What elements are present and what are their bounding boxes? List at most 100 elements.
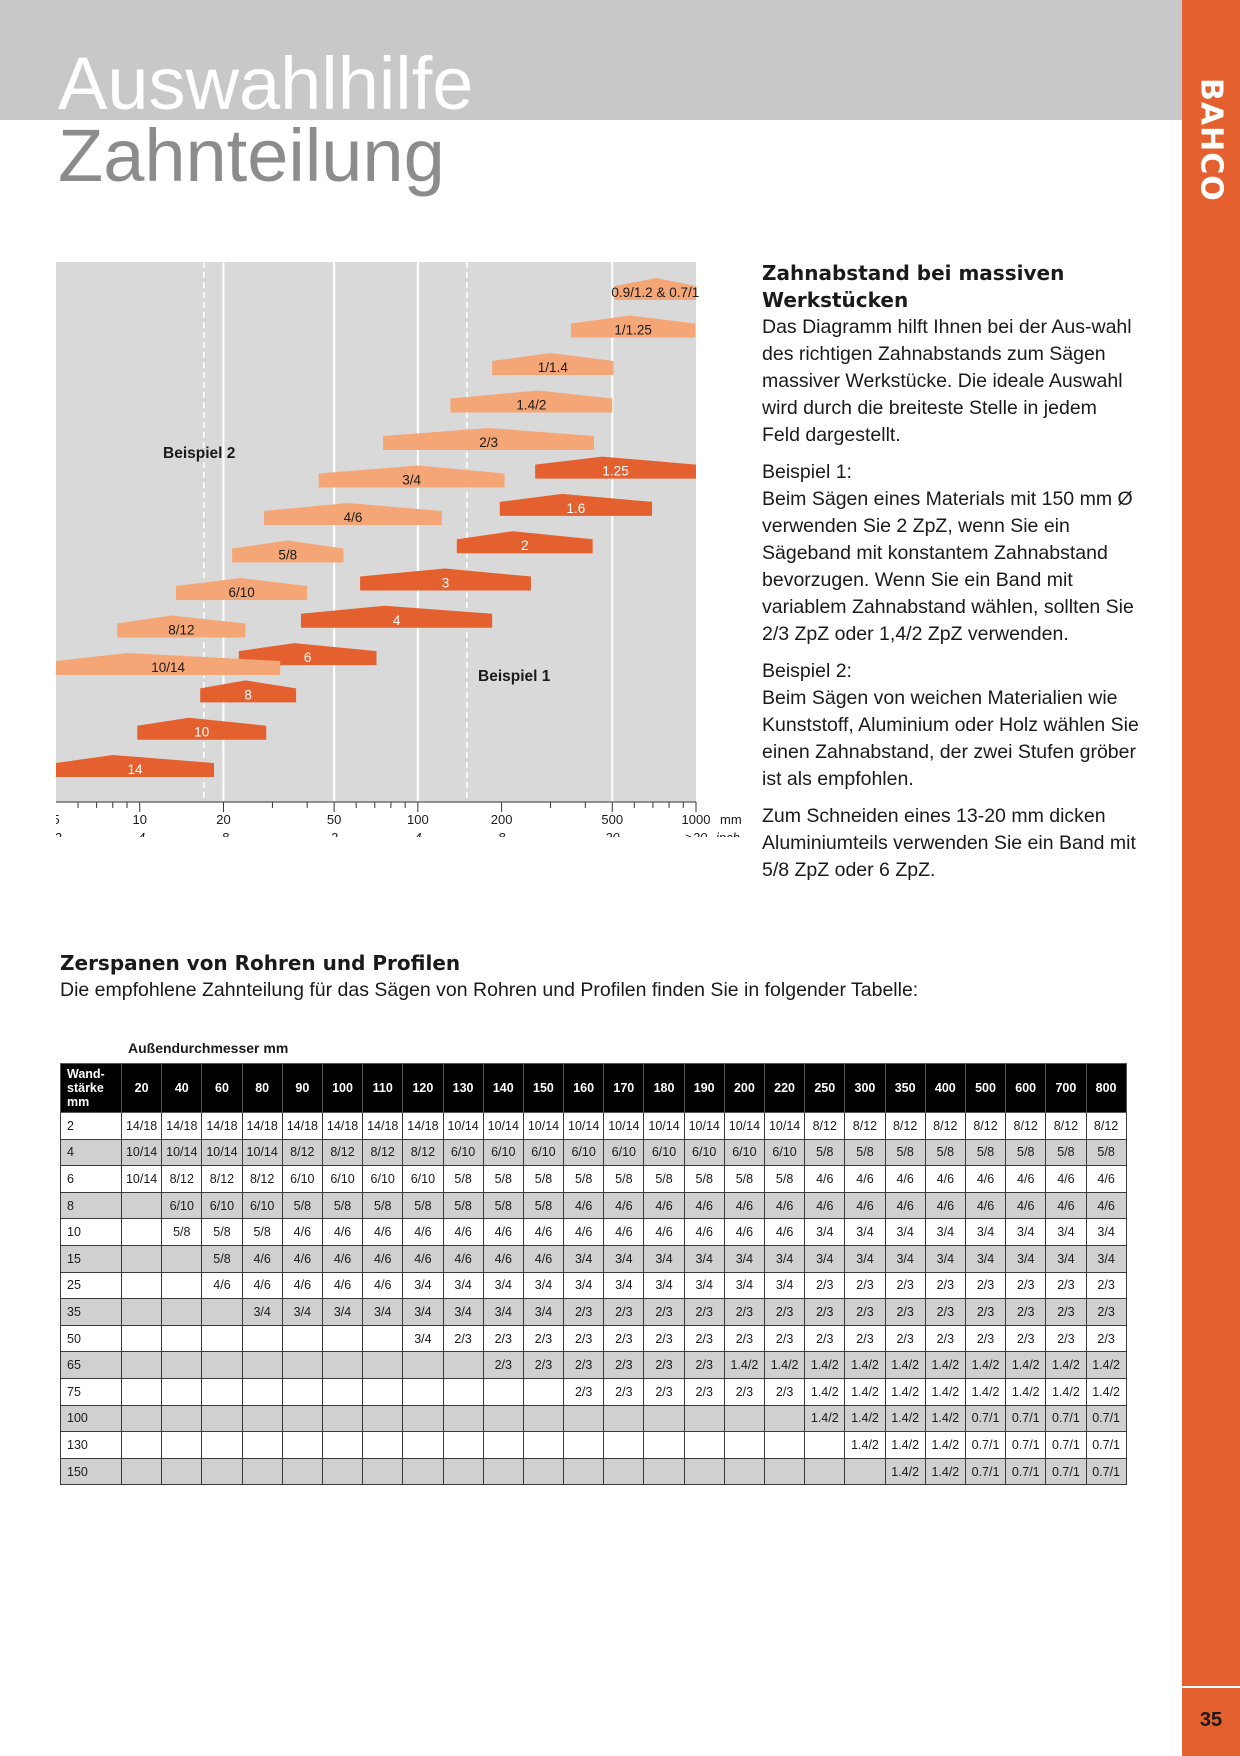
- table-cell: [442, 1377, 484, 1406]
- table-cell: 6/10: [362, 1165, 404, 1193]
- table-cell: 0.7/1: [1005, 1457, 1047, 1486]
- column-header: 160: [563, 1063, 605, 1113]
- table-cell: 4/6: [402, 1218, 444, 1246]
- table-cell: [442, 1351, 484, 1379]
- table-cell: 3/4: [804, 1244, 846, 1273]
- table-row: 150 1.4/2 1.4/2 0.7/1 0.7/1 0.7/1 0.7/1: [60, 1457, 1127, 1486]
- table-cell: [321, 1431, 364, 1459]
- table-cell: [241, 1377, 283, 1406]
- table-cell: 2/3: [603, 1351, 645, 1379]
- table-cell: 4/6: [643, 1218, 685, 1246]
- table-cell: [482, 1404, 524, 1433]
- table-cell: [120, 1298, 163, 1326]
- table-cell: 6/10: [643, 1138, 685, 1167]
- table-cell: 2/3: [1005, 1324, 1047, 1353]
- table-cell: 0.7/1: [1045, 1457, 1087, 1486]
- table-cell: 3/4: [482, 1298, 524, 1326]
- variable-pitch-band: [492, 353, 614, 375]
- row-label: 6: [60, 1165, 122, 1193]
- row-label: 4: [60, 1138, 122, 1167]
- table-cell: 10/14: [161, 1138, 203, 1167]
- table-cell: 5/8: [482, 1191, 524, 1220]
- table-cell: 4/6: [804, 1191, 846, 1220]
- table-cell: 0.7/1: [1005, 1431, 1047, 1459]
- example2: Beispiel 2: Beim Sägen von weichen Mater…: [762, 658, 1140, 793]
- column-header: 190: [683, 1063, 725, 1113]
- table-cell: 3/4: [884, 1218, 926, 1246]
- table-cell: [161, 1431, 203, 1459]
- table-cell: [402, 1431, 444, 1459]
- table-cell: 8/12: [924, 1112, 966, 1140]
- table-cell: 3/4: [844, 1218, 886, 1246]
- example2-title: Beispiel 2:: [762, 660, 852, 682]
- table-cell: 5/8: [723, 1165, 766, 1193]
- table-cell: 2/3: [683, 1377, 725, 1406]
- table-cell: 1.4/2: [884, 1377, 926, 1406]
- table-cell: 8/12: [362, 1138, 404, 1167]
- variable-pitch-band-label: 2/3: [479, 435, 498, 450]
- table-cell: 4/6: [241, 1271, 283, 1300]
- table-cell: [161, 1457, 203, 1486]
- table-row: 4 10/14 10/14 10/14 10/14 8/12 8/12 8/12 8/12 6/1…: [60, 1138, 1127, 1167]
- tick-label-inch: >20: [685, 830, 708, 837]
- table-cell: [201, 1298, 243, 1326]
- table-cell: [763, 1404, 806, 1433]
- tick-label-mm: 1000: [682, 812, 711, 827]
- table-cell: 2/3: [763, 1377, 806, 1406]
- table-cell: 2/3: [763, 1298, 806, 1326]
- table-row: 130 1.4/2 1.4/2 1.4/2 0.7/1 0.7/1 0.7/1 0.7/1: [60, 1431, 1127, 1459]
- table-cell: 4/6: [1085, 1165, 1127, 1193]
- table-cell: 14/18: [362, 1112, 404, 1140]
- table-cell: 3/4: [723, 1271, 766, 1300]
- table-cell: 4/6: [723, 1191, 766, 1220]
- variable-pitch-band: [570, 315, 696, 338]
- plot-area: [56, 262, 696, 802]
- table-cell: [442, 1431, 484, 1459]
- table-cell: [563, 1431, 605, 1459]
- table-cell: 1.4/2: [804, 1377, 846, 1406]
- tick-label-mm: 20: [216, 812, 230, 827]
- table-cell: 2/3: [804, 1324, 846, 1353]
- constant-pitch-band: [360, 568, 531, 591]
- tick-label-inch: .2: [56, 830, 62, 837]
- table-cell: 4/6: [884, 1165, 926, 1193]
- table-cell: [683, 1404, 725, 1433]
- table-cell: [522, 1457, 565, 1486]
- table-cell: 5/8: [1045, 1138, 1087, 1167]
- table-cell: 14/18: [402, 1112, 444, 1140]
- table-cell: 2/3: [643, 1298, 685, 1326]
- table-cell: [321, 1377, 364, 1406]
- table-cell: 5/8: [844, 1138, 886, 1167]
- constant-pitch-band-label: 4: [393, 613, 401, 628]
- table-cell: 1.4/2: [884, 1457, 926, 1486]
- table-cell: 2/3: [723, 1377, 766, 1406]
- table-cell: [643, 1404, 685, 1433]
- page-number-box: [1182, 1686, 1240, 1756]
- table-cell: 8/12: [241, 1165, 283, 1193]
- table-cell: [281, 1431, 323, 1459]
- brand-logo: BAHCO: [1193, 78, 1229, 202]
- table-cell: 5/8: [201, 1244, 243, 1273]
- table-cell: 1.4/2: [1005, 1351, 1047, 1379]
- table-cell: 4/6: [763, 1191, 806, 1220]
- table-row: 65 2/3 2/3 2/3 2/3 2/3 2/3 1.4/2 1.4/2 1.4/2 1.4/2…: [60, 1351, 1127, 1379]
- table-cell: 2/3: [522, 1351, 565, 1379]
- table-cell: [321, 1404, 364, 1433]
- table-cell: 2/3: [563, 1324, 605, 1353]
- constant-pitch-band-label: 8: [244, 687, 252, 702]
- table-cell: 10/14: [482, 1112, 524, 1140]
- table-cell: [603, 1431, 645, 1459]
- table-cell: [161, 1404, 203, 1433]
- table-cell: 3/4: [402, 1271, 444, 1300]
- table-cell: 2/3: [844, 1298, 886, 1326]
- column-header: 130: [442, 1063, 484, 1113]
- table-cell: [281, 1351, 323, 1379]
- table-cell: 5/8: [402, 1191, 444, 1220]
- table-cell: 4/6: [362, 1218, 404, 1246]
- table-cell: 4/6: [482, 1218, 524, 1246]
- table-cell: [844, 1457, 886, 1486]
- table-cell: 6/10: [402, 1165, 444, 1193]
- table-cell: 2/3: [683, 1324, 725, 1353]
- variable-pitch-band: [175, 578, 308, 600]
- column-header: 180: [643, 1063, 685, 1113]
